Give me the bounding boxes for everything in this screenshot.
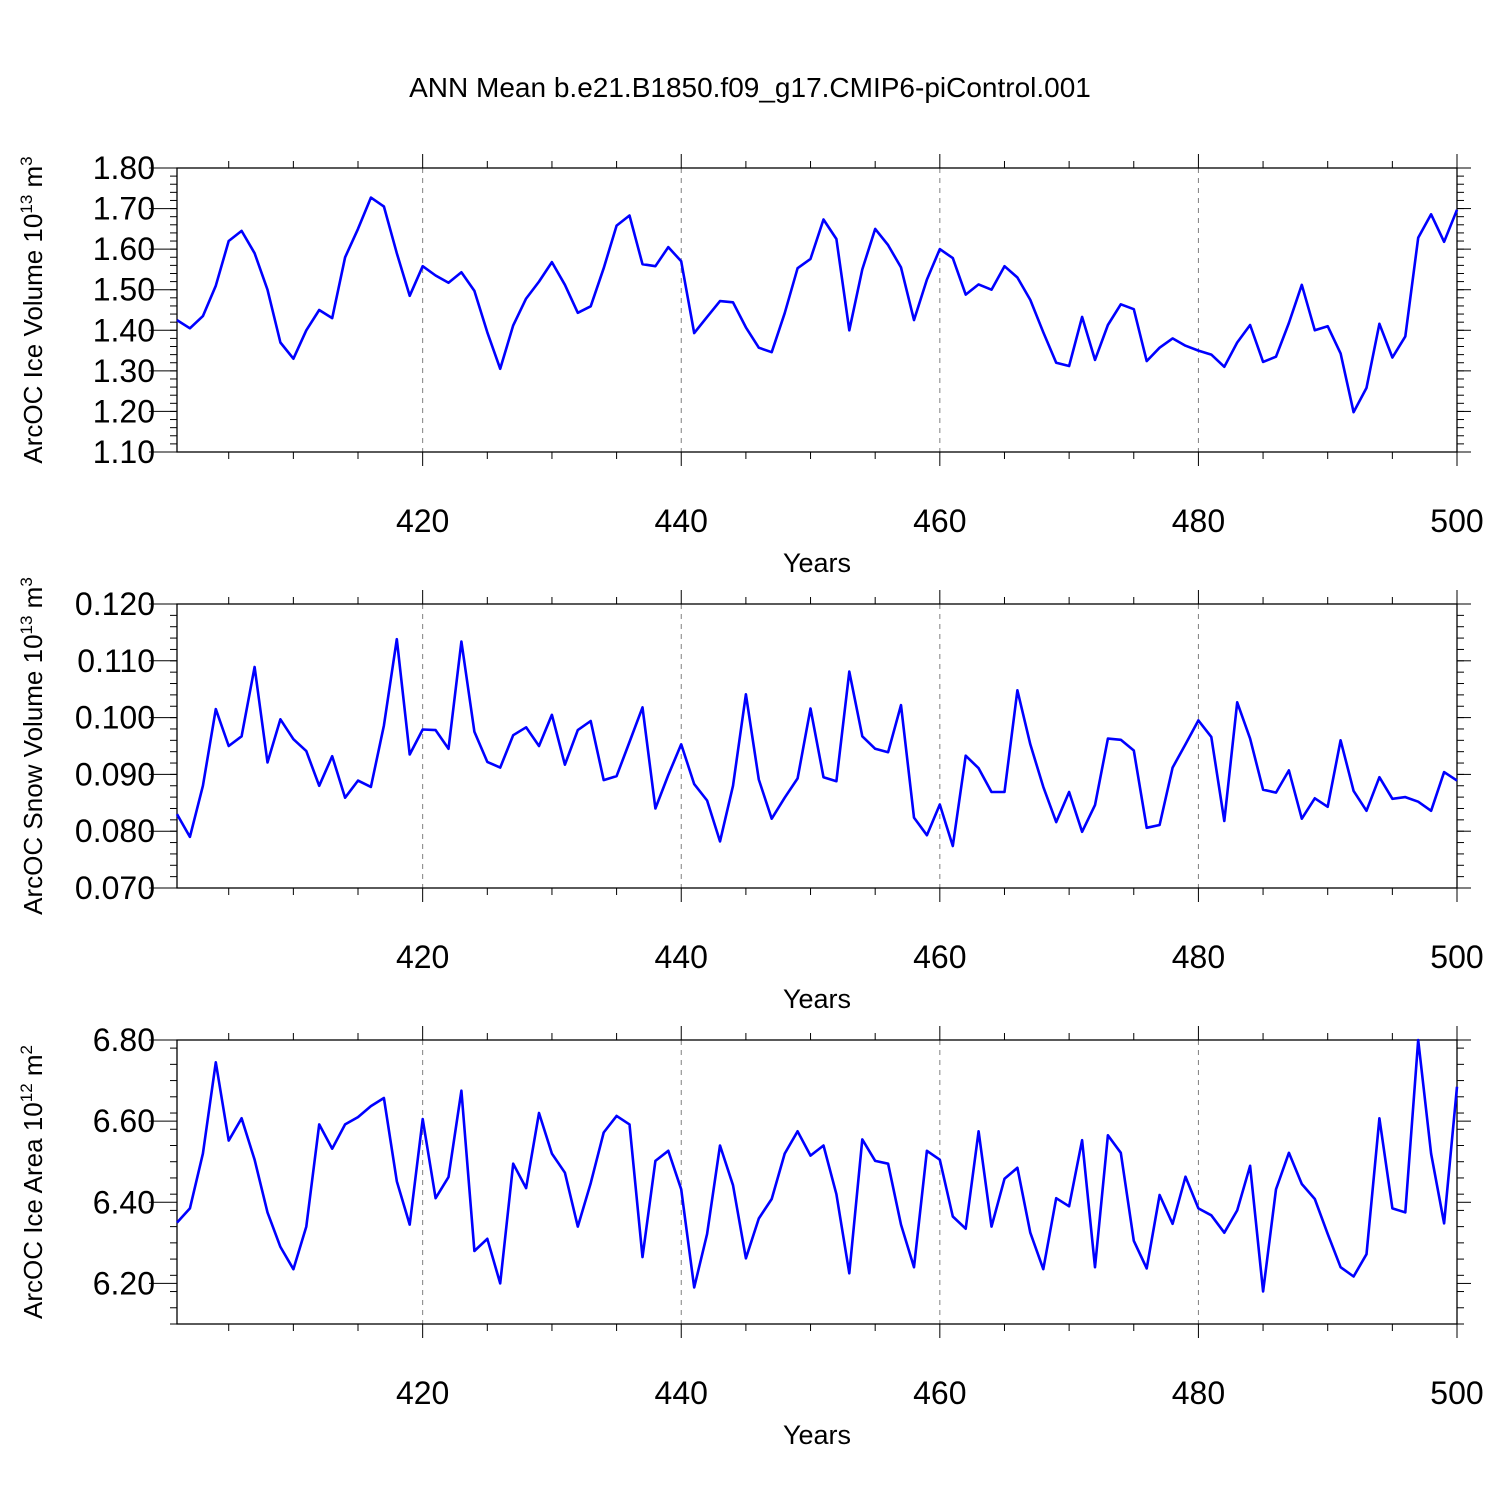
y-axis-label-exponent: 13	[17, 195, 36, 214]
panel-1: 1.10 1.20 1.30 1.40 1.50 1.60 1.70 1.80 420 440 46…	[17, 150, 1484, 578]
y-tick-label: 1.80	[93, 150, 155, 186]
y-axis-label-text: ArcOC Ice Volume 10	[18, 214, 48, 464]
x-tick-label: 500	[1430, 503, 1483, 539]
y-tick-label: 1.70	[93, 191, 155, 227]
x-tick-label: 460	[913, 503, 966, 539]
x-tick-label: 420	[396, 503, 449, 539]
series-line	[176, 1038, 1459, 1293]
y-tick-label: 1.60	[93, 231, 155, 267]
x-tick-label: 460	[913, 939, 966, 975]
y-tick-label: 6.40	[93, 1184, 155, 1220]
y-tick-label: 6.60	[93, 1103, 155, 1139]
y-axis-label: ArcOC Ice Volume 1013 m3	[17, 156, 48, 463]
y-axis-label-unit-exponent: 3	[17, 577, 36, 586]
y-axis-label-text: ArcOC Ice Area 10	[18, 1102, 48, 1319]
x-tick-label: 420	[396, 939, 449, 975]
series-line	[176, 196, 1459, 414]
y-tick-label: 0.110	[77, 643, 155, 679]
y-axis-label-unit-exponent: 2	[17, 1045, 36, 1054]
x-tick-label: 480	[1172, 939, 1225, 975]
x-tick-label: 480	[1172, 1375, 1225, 1411]
x-axis-label: Years	[783, 548, 851, 578]
x-tick-label: 440	[655, 503, 708, 539]
y-axis-label-unit: m	[18, 166, 48, 195]
y-axis-label-exponent: 12	[17, 1083, 36, 1102]
y-tick-label: 0.100	[75, 700, 155, 736]
y-axis-label-unit: m	[18, 1054, 48, 1083]
x-tick-label: 440	[655, 1375, 708, 1411]
y-tick-label: 6.20	[93, 1265, 155, 1301]
panel-2: 0.070 0.080 0.090 0.100 0.110 0.120 420 440 460 4…	[17, 577, 1484, 1014]
x-tick-label: 420	[396, 1375, 449, 1411]
y-axis-label-text: ArcOC Snow Volume 10	[18, 634, 48, 914]
y-tick-label: 0.120	[75, 586, 155, 622]
x-tick-label: 440	[655, 939, 708, 975]
y-tick-label: 1.20	[93, 393, 155, 429]
x-axis-label: Years	[783, 1420, 851, 1450]
x-tick-label: 500	[1430, 939, 1483, 975]
y-tick-label: 1.40	[93, 312, 155, 348]
plot-frame	[176, 167, 1458, 453]
panel-3: 6.20 6.40 6.60 6.80 420 440 460 480 500 Years ArcO…	[17, 1022, 1484, 1450]
y-tick-label: 0.090	[75, 756, 155, 792]
y-tick-label: 0.080	[75, 813, 155, 849]
y-tick-label: 6.80	[93, 1022, 155, 1058]
y-axis-label-unit-exponent: 3	[17, 156, 36, 165]
plot-frame	[176, 603, 1458, 889]
x-tick-label: 480	[1172, 503, 1225, 539]
y-axis-label-exponent: 13	[17, 616, 36, 635]
y-axis-label-unit: m	[18, 587, 48, 616]
figure-title: ANN Mean b.e21.B1850.f09_g17.CMIP6-piCon…	[409, 72, 1091, 103]
y-axis-label: ArcOC Ice Area 1012 m2	[17, 1045, 48, 1319]
x-tick-label: 500	[1430, 1375, 1483, 1411]
y-tick-label: 0.070	[75, 870, 155, 906]
x-axis-label: Years	[783, 984, 851, 1014]
y-axis-label: ArcOC Snow Volume 1013 m3	[17, 577, 48, 915]
y-tick-label: 1.30	[93, 353, 155, 389]
y-tick-label: 1.10	[93, 434, 155, 470]
plot-frame	[176, 1039, 1458, 1325]
y-tick-label: 1.50	[93, 272, 155, 308]
x-tick-label: 460	[913, 1375, 966, 1411]
series-line	[175, 637, 1458, 848]
